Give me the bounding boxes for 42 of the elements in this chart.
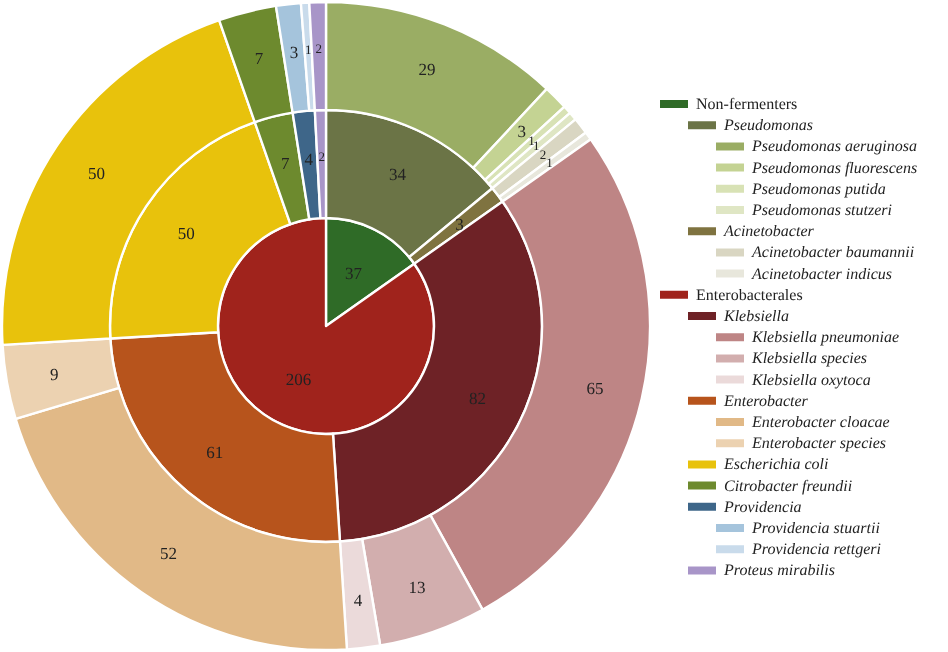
legend-label: Proteus mirabilis [722, 561, 835, 580]
legend-label: Klebsiella oxytoca [750, 370, 871, 389]
legend-label: Pseudomonas fluorescens [750, 158, 918, 177]
legend-label: Escherichia coli [722, 455, 829, 474]
legend-label: Klebsiella species [750, 349, 868, 368]
legend-label: Pseudomonas putida [750, 179, 886, 198]
data-label: 4 [304, 148, 315, 169]
data-label: 50 [87, 162, 105, 183]
data-label: 4 [353, 590, 364, 611]
data-label: 52 [159, 542, 177, 563]
data-label: 7 [254, 48, 264, 69]
data-label: 7 [280, 153, 290, 174]
legend-label: Non-fermenters [696, 95, 798, 113]
data-label: 50 [177, 222, 195, 243]
legend-label: Klebsiella [722, 307, 789, 325]
data-label: 3 [517, 121, 527, 142]
legend-label: Pseudomonas aeruginosa [750, 137, 917, 156]
data-label: 3 [289, 41, 299, 62]
data-label: 13 [408, 576, 426, 597]
data-label: 61 [206, 441, 224, 462]
legend-label: Acinetobacter [722, 222, 816, 241]
data-label: 82 [469, 388, 487, 409]
legend-label: Acinetobacter baumannii [750, 243, 915, 262]
data-label: 34 [388, 163, 408, 184]
legend-label: Enterobacter cloacae [750, 413, 891, 431]
data-label: 9 [49, 363, 59, 384]
legend-label: Providencia rettgeri [750, 540, 881, 559]
data-label: 37 [345, 262, 363, 283]
legend-label: Providencia [722, 497, 802, 516]
legend-label: Acinetobacter indicus [750, 264, 892, 283]
legend-label: Pseudomonas stutzeri [750, 201, 892, 219]
data-label: 29 [418, 59, 436, 80]
legend-label: Citrobacter freundii [724, 476, 853, 495]
legend-label: Enterobacter species [750, 434, 887, 453]
data-label: 206 [285, 369, 312, 390]
legend-label: Klebsiella pneumoniae [750, 328, 900, 347]
data-label: 3 [455, 213, 464, 234]
legend-label: Pseudomonas [722, 116, 813, 135]
legend-label: Enterobacter [722, 391, 810, 410]
legend-label: Providencia stuartii [750, 519, 880, 537]
legend-label: Enterobacterales [696, 285, 803, 304]
data-label: 65 [586, 377, 604, 398]
